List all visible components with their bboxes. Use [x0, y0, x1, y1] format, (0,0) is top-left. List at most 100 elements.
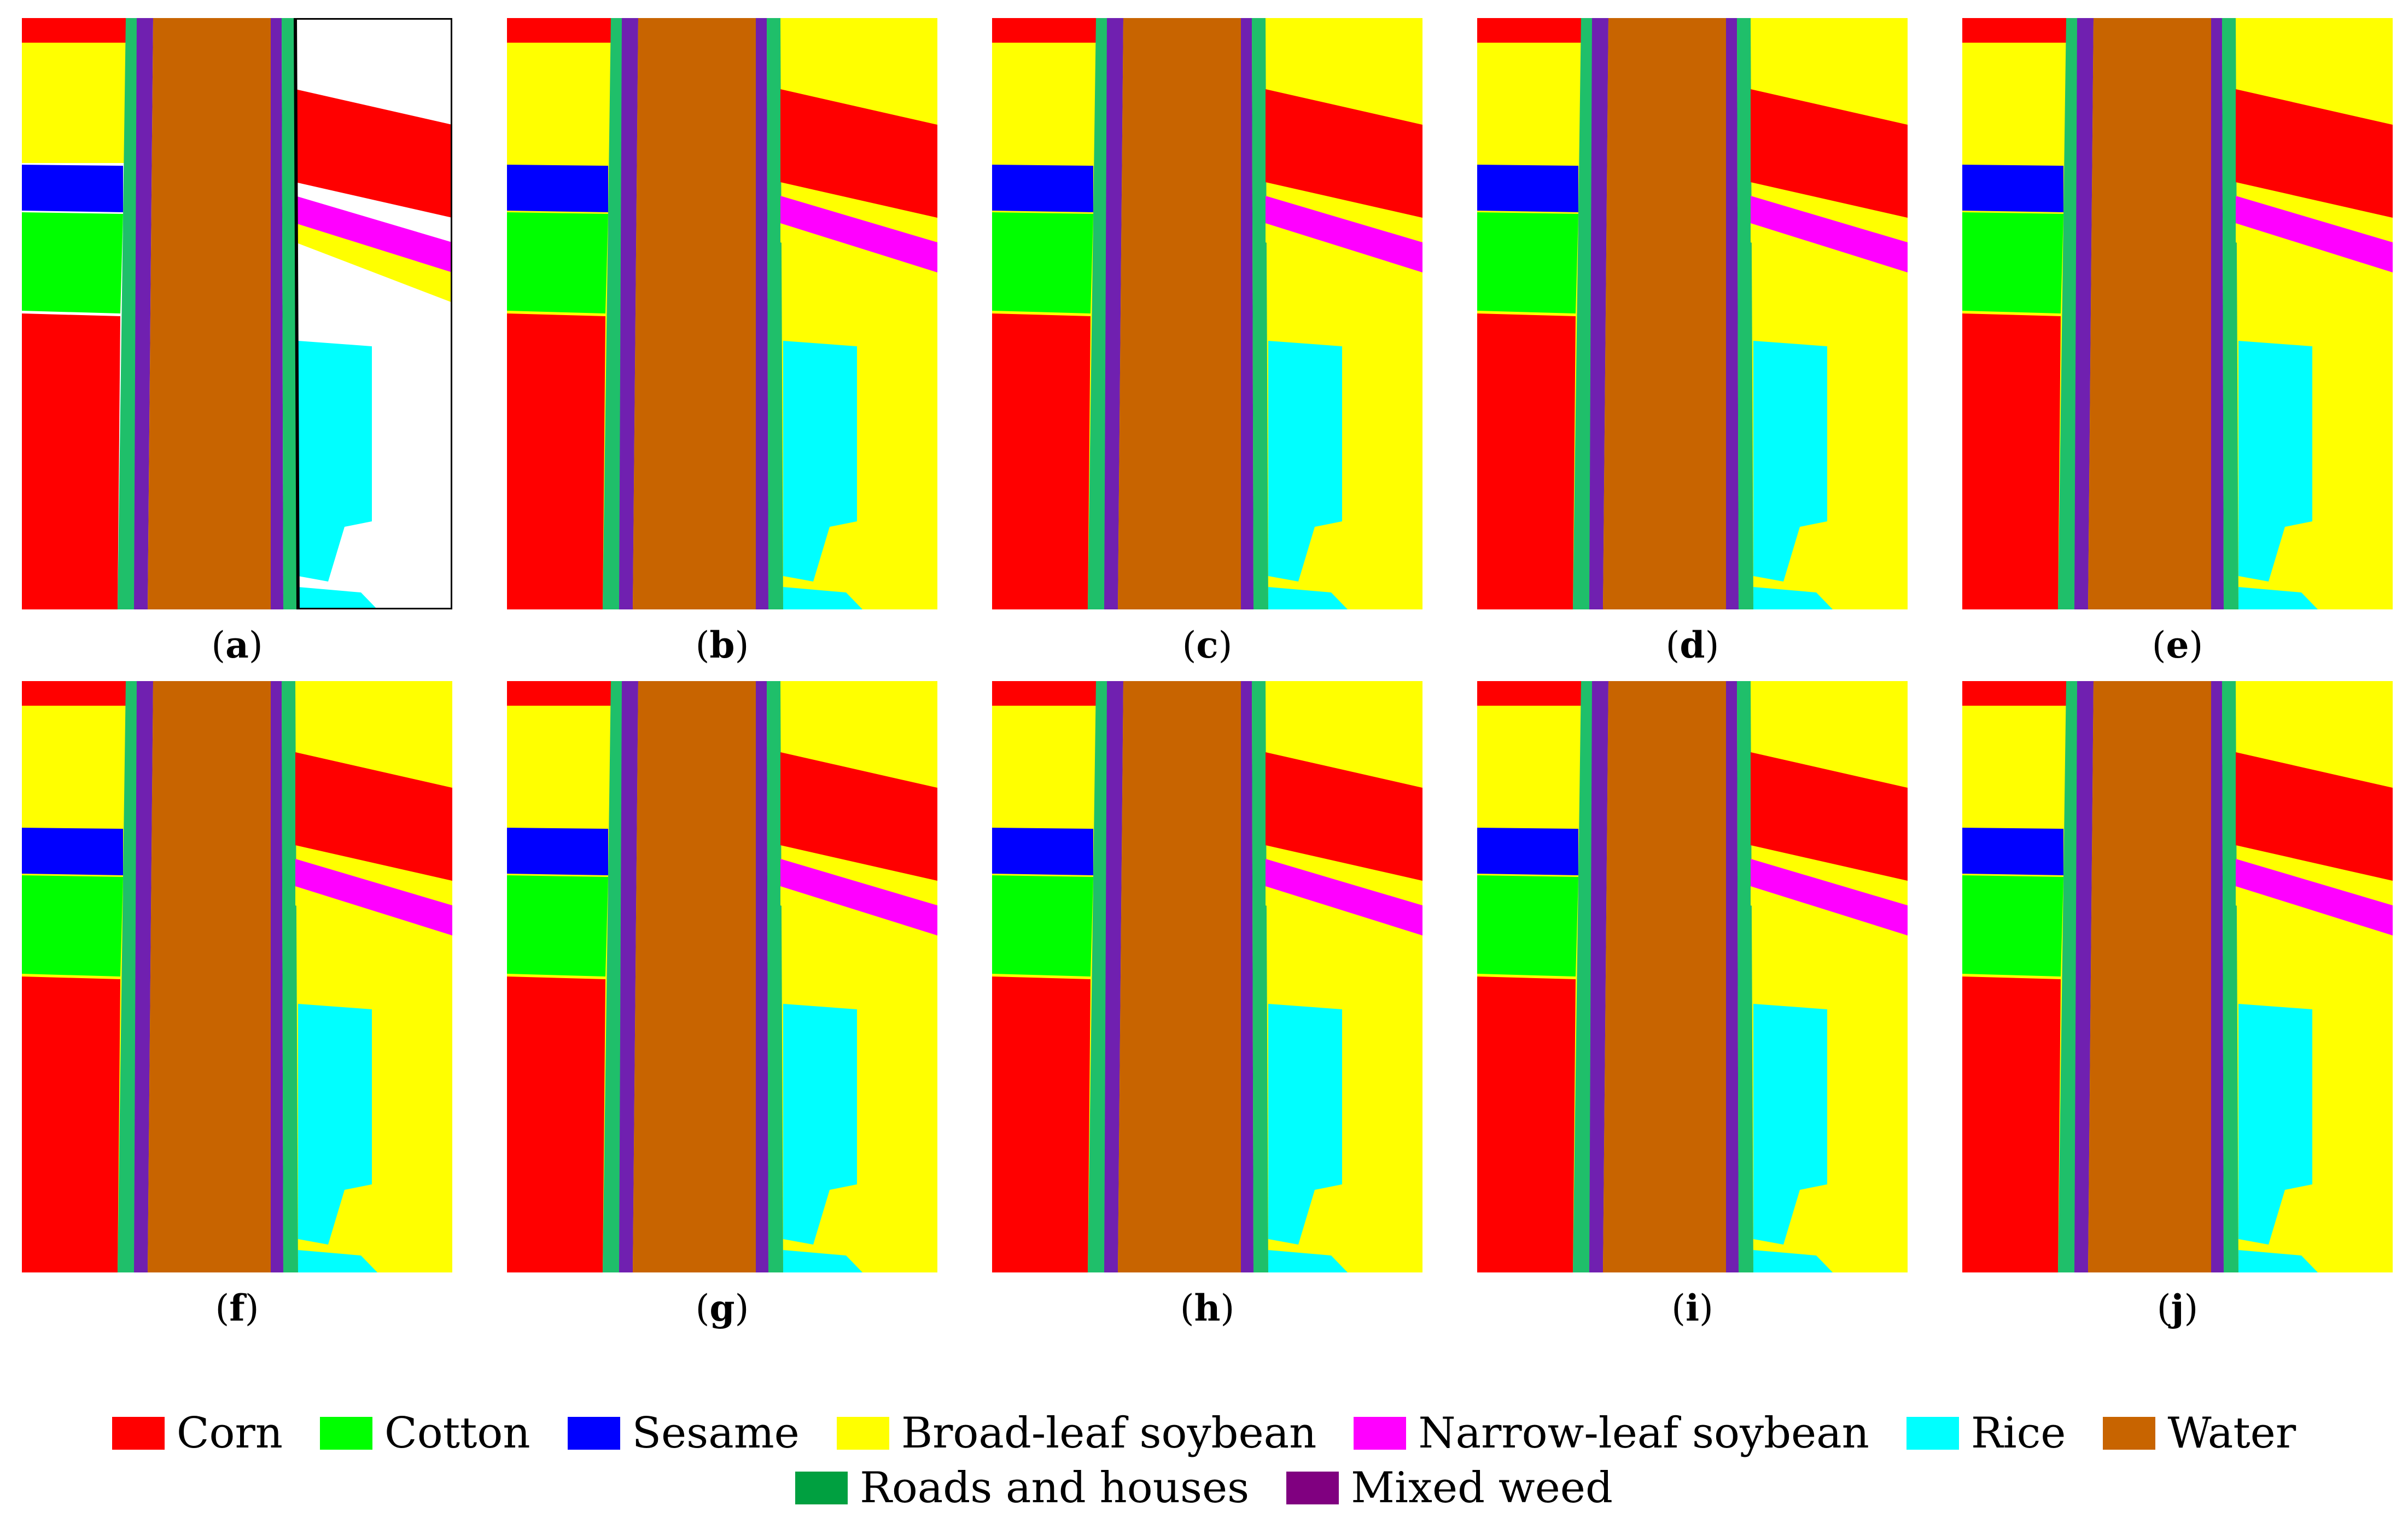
legend-label-sesame: Sesame — [632, 1409, 800, 1458]
legend-swatch-rice — [1906, 1417, 1959, 1450]
caption-e: (e) — [2152, 624, 2203, 666]
legend-item-roads-and-houses: Roads and houses — [795, 1463, 1249, 1513]
region-soybean — [22, 43, 126, 163]
region-soybean — [22, 706, 126, 826]
region-weed — [2211, 18, 2224, 609]
region-corn — [2236, 89, 2393, 218]
classification-map-f — [22, 681, 452, 1272]
legend-label-corn: Corn — [176, 1409, 283, 1458]
classification-map-i — [1477, 681, 1908, 1272]
region-rice — [1753, 341, 1827, 582]
region-road — [1737, 18, 1753, 609]
legend-item-corn: Corn — [112, 1409, 283, 1458]
region-water — [1603, 18, 1726, 609]
region-cotton — [1477, 875, 1578, 976]
region-border — [293, 18, 452, 609]
region-narrow-soybean — [780, 196, 937, 272]
legend-label-roads-and-houses: Roads and houses — [860, 1463, 1250, 1513]
region-sesame — [22, 165, 123, 212]
region-rice — [2238, 1004, 2312, 1245]
region-sesame — [22, 828, 123, 875]
legend-swatch-mixed-weed — [1286, 1472, 1339, 1504]
region-corn — [295, 89, 452, 218]
region-water — [633, 18, 756, 609]
region-rice — [2238, 341, 2312, 582]
region-sesame — [1962, 165, 2063, 212]
region-corn — [507, 976, 605, 1272]
legend-label-water: Water — [2167, 1409, 2296, 1458]
legend-swatch-broad-leaf-soybean — [836, 1417, 889, 1450]
region-corn — [1477, 18, 1581, 43]
region-soybean — [1477, 706, 1581, 826]
region-narrow-soybean — [2236, 859, 2393, 935]
region-weed — [1104, 681, 1123, 1272]
region-corn — [780, 89, 937, 218]
region-sesame — [1477, 165, 1578, 212]
region-road — [1252, 18, 1268, 609]
caption-f: (f) — [215, 1287, 259, 1329]
region-road — [1737, 681, 1753, 1272]
region-cotton — [992, 875, 1093, 976]
region-rice — [2238, 587, 2318, 609]
caption-a: (a) — [211, 624, 263, 666]
region-road — [2222, 681, 2238, 1272]
region-narrow-soybean — [1266, 196, 1422, 272]
region-narrow-soybean — [780, 859, 937, 935]
region-corn — [992, 18, 1096, 43]
legend-label-broad-leaf-soybean: Broad-leaf soybean — [901, 1409, 1317, 1458]
region-weed — [271, 18, 283, 609]
caption-d: (d) — [1665, 624, 1719, 666]
region-rice — [1753, 587, 1833, 609]
region-water — [148, 681, 271, 1272]
region-cotton — [507, 875, 608, 976]
region-corn — [22, 313, 120, 609]
legend-swatch-water — [2103, 1417, 2156, 1450]
region-corn — [1751, 752, 1908, 881]
region-cotton — [1962, 875, 2063, 976]
region-corn — [992, 976, 1091, 1272]
region-corn — [22, 976, 120, 1272]
region-water — [2088, 18, 2211, 609]
region-soybean — [507, 706, 611, 826]
region-rice — [1268, 1004, 1342, 1245]
region-corn — [295, 752, 452, 881]
region-rice — [298, 1004, 372, 1245]
region-water — [2088, 681, 2211, 1272]
region-corn — [992, 681, 1096, 706]
legend-item-water: Water — [2103, 1409, 2296, 1458]
region-water — [1118, 18, 1241, 609]
legend-item-narrow-leaf-soybean: Narrow-leaf soybean — [1354, 1409, 1869, 1458]
region-corn — [780, 752, 937, 881]
caption-i: (i) — [1671, 1287, 1713, 1329]
legend-swatch-narrow-leaf-soybean — [1354, 1417, 1407, 1450]
classification-map-e — [1962, 18, 2393, 609]
region-road — [767, 18, 783, 609]
region-corn — [507, 681, 611, 706]
legend-swatch-sesame — [567, 1417, 620, 1450]
classification-map-h — [992, 681, 1422, 1272]
caption-b: (b) — [695, 624, 749, 666]
region-rice — [1753, 1250, 1833, 1272]
region-weed — [756, 681, 768, 1272]
legend-item-sesame: Sesame — [567, 1409, 800, 1458]
region-weed — [1589, 18, 1608, 609]
region-narrow-soybean — [1751, 196, 1908, 272]
region-corn — [1477, 976, 1576, 1272]
legend-label-cotton: Cotton — [384, 1409, 530, 1458]
region-sesame — [992, 828, 1093, 875]
region-corn — [507, 313, 605, 609]
legend-item-rice: Rice — [1906, 1409, 2066, 1458]
region-cotton — [507, 212, 608, 313]
caption-g: (g) — [695, 1287, 749, 1329]
region-road — [1252, 681, 1268, 1272]
region-weed — [2211, 681, 2224, 1272]
region-corn — [22, 681, 126, 706]
region-cotton — [1477, 212, 1578, 313]
region-corn — [1477, 681, 1581, 706]
region-corn — [1477, 313, 1576, 609]
legend-swatch-corn — [112, 1417, 165, 1450]
legend-row-1: Corn Cotton Sesame Broad-leaf soybean Na… — [0, 1409, 2408, 1458]
region-cotton — [1962, 212, 2063, 313]
region-weed — [2074, 681, 2094, 1272]
classification-map-j — [1962, 681, 2393, 1272]
